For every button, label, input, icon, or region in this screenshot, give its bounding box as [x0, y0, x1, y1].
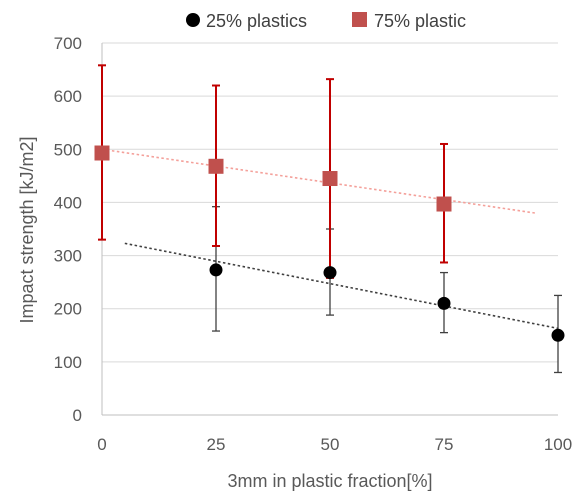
- legend-label: 25% plastics: [206, 11, 307, 31]
- x-tick-label: 25: [207, 435, 226, 454]
- legend-marker-square: [352, 12, 367, 27]
- data-point: [323, 266, 337, 280]
- y-tick-label: 200: [54, 300, 82, 319]
- data-point: [437, 296, 451, 310]
- data-point: [551, 328, 565, 342]
- x-tick-label: 0: [97, 435, 106, 454]
- data-points: [94, 145, 565, 342]
- trendline-series-1: [124, 242, 559, 330]
- error-bars: [98, 64, 562, 374]
- y-tick-label: 500: [54, 140, 82, 159]
- x-axis-title: 3mm in plastic fraction[%]: [227, 471, 432, 491]
- data-point: [322, 171, 338, 187]
- trendlines: [101, 148, 559, 330]
- tick-labels: 0 100 200 300 400 500 600 700 0 25 50 75 100: [54, 34, 573, 454]
- y-axis-title: Impact strength [kJ/m2]: [17, 136, 37, 323]
- y-tick-label: 100: [54, 353, 82, 372]
- x-tick-label: 100: [544, 435, 572, 454]
- data-point: [436, 196, 452, 212]
- legend-label: 75% plastic: [374, 11, 466, 31]
- data-point: [208, 158, 224, 174]
- x-tick-label: 50: [321, 435, 340, 454]
- legend-marker-circle: [186, 13, 200, 27]
- data-point: [94, 145, 110, 161]
- y-tick-label: 600: [54, 87, 82, 106]
- y-tick-label: 400: [54, 193, 82, 212]
- data-point: [209, 263, 223, 277]
- legend: 25% plastics 75% plastic: [186, 11, 466, 31]
- y-tick-label: 0: [73, 406, 82, 425]
- y-tick-label: 300: [54, 247, 82, 266]
- x-tick-label: 75: [435, 435, 454, 454]
- trendline-series-2: [101, 148, 536, 214]
- y-tick-label: 700: [54, 34, 82, 53]
